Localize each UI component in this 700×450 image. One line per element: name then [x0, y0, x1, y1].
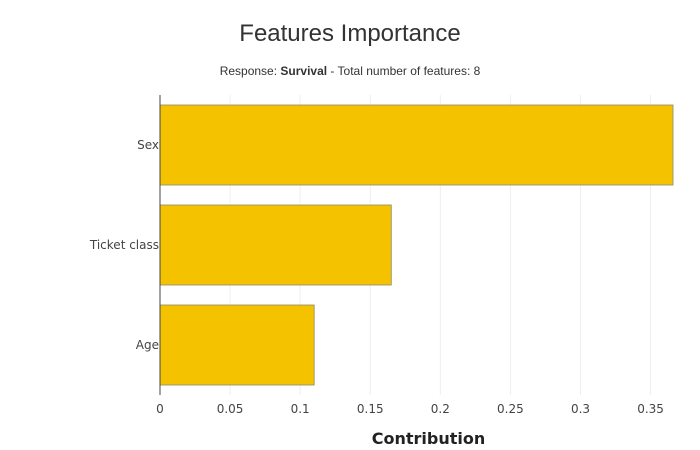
- x-tick-label: 0.1: [291, 402, 310, 416]
- category-label: Ticket class: [89, 238, 159, 252]
- bar-age: [159, 304, 315, 386]
- x-tick-label: 0.25: [497, 402, 524, 416]
- y-category-labels: Sex Ticket class Age: [89, 138, 159, 352]
- x-tick-label: 0: [156, 402, 164, 416]
- subtitle-prefix: Response:: [219, 64, 281, 78]
- bars-group: [159, 104, 674, 386]
- x-tick-label: 0.05: [217, 402, 244, 416]
- chart-title: Features Importance: [239, 20, 461, 47]
- chart-subtitle: Response: Survival - Total number of fea…: [0, 64, 700, 78]
- category-label: Age: [136, 338, 159, 352]
- x-tick-label: 0.3: [571, 402, 590, 416]
- bar-sex: [159, 104, 674, 186]
- x-tick-label: 0.35: [637, 402, 664, 416]
- x-tick-labels: 0 0.05 0.1 0.15 0.2 0.25 0.3 0.35: [156, 402, 664, 416]
- category-label: Sex: [137, 138, 159, 152]
- x-axis-label: Contribution: [372, 429, 486, 448]
- bar-ticket-class: [159, 204, 392, 286]
- x-tick-label: 0.15: [357, 402, 384, 416]
- x-tick-label: 0.2: [431, 402, 450, 416]
- subtitle-response: Survival: [280, 64, 328, 78]
- subtitle-suffix: - Total number of features: 8: [327, 64, 481, 78]
